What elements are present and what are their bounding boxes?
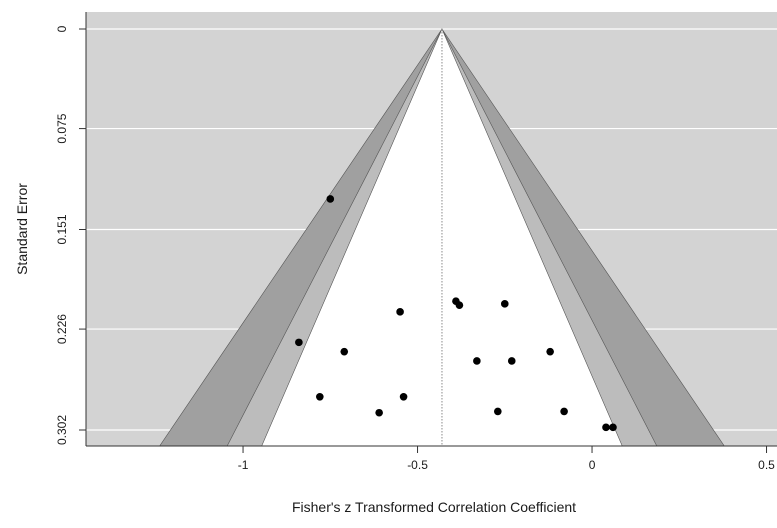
y-tick-label: 0.075 (55, 113, 69, 143)
y-tick-label: 0.151 (55, 214, 69, 244)
plot-area (86, 12, 777, 446)
data-point (399, 393, 408, 401)
data-point (326, 195, 335, 203)
y-axis-title: Standard Error (14, 183, 30, 275)
data-point (602, 423, 610, 432)
data-point (375, 408, 383, 417)
data-point (340, 347, 349, 356)
x-tick-label: -0.5 (407, 458, 428, 472)
x-tick-label: -1 (238, 458, 249, 472)
data-point (609, 423, 617, 432)
data-point (546, 347, 554, 356)
axes: -1 -0.5 0 0.5 0 0.075 0.151 0.226 0.302 (55, 12, 777, 472)
data-point (473, 357, 481, 365)
data-point (295, 338, 303, 347)
y-tick-label: 0 (55, 25, 69, 32)
data-point (316, 393, 324, 401)
x-axis-title: Fisher's z Transformed Correlation Coeff… (292, 499, 576, 515)
data-point (560, 407, 568, 416)
data-point (455, 301, 464, 309)
y-tick-label: 0.302 (55, 415, 69, 445)
y-tick-label: 0.226 (55, 314, 69, 344)
data-point (507, 357, 516, 365)
data-point (500, 300, 509, 308)
x-tick-label: 0.5 (758, 458, 775, 472)
data-point (494, 407, 502, 416)
data-point (396, 308, 404, 316)
x-tick-label: 0 (589, 458, 596, 472)
